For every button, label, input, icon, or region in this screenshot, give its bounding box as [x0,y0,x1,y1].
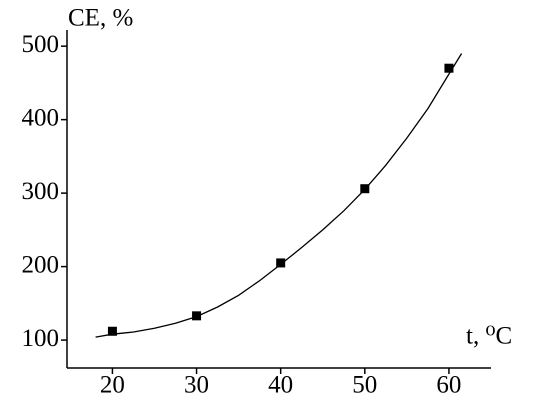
x-tick-label: 30 [184,372,209,399]
fit-curve [95,53,463,338]
x-tick-label: 20 [100,372,125,399]
data-point [107,326,117,336]
data-point [276,258,286,268]
x-tick-label: 40 [268,372,293,399]
data-point [444,63,454,73]
y-tick-label: 500 [22,31,60,58]
y-axis-label: CE, % [68,5,133,32]
data-point [360,184,370,194]
x-axis-label: t, ⁰C [466,323,512,350]
x-tick-label: 50 [352,372,377,399]
x-tick-label: 60 [436,372,461,399]
data-point [192,311,202,321]
y-tick-label: 400 [22,104,60,131]
y-tick-label: 100 [22,325,60,352]
y-tick-label: 300 [22,178,60,205]
y-tick-label: 200 [22,251,60,278]
